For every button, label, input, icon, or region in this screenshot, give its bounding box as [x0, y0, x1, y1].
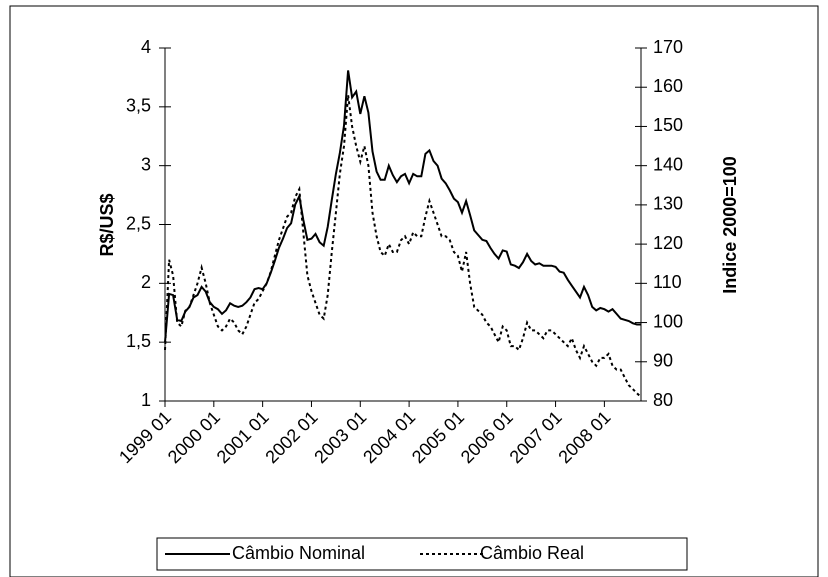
series-line [164, 94, 642, 398]
y2-tick-label: 140 [653, 154, 683, 174]
y2-tick-label: 120 [653, 233, 683, 253]
x-tick-label: 2003 01 [310, 407, 370, 467]
x-tick-label: 2006 01 [457, 407, 517, 467]
y-axis-label: R$/US$ [97, 193, 117, 256]
y-tick-label: 3,5 [126, 96, 151, 116]
x-tick-label: 2004 01 [359, 407, 419, 467]
y2-axis-label: Indice 2000=100 [720, 156, 740, 294]
y2-tick-label: 80 [653, 390, 673, 410]
y-tick-label: 2 [141, 272, 151, 292]
legend-label: Câmbio Real [480, 543, 584, 563]
y-tick-label: 1,5 [126, 331, 151, 351]
series-line [164, 70, 641, 343]
y2-tick-label: 160 [653, 76, 683, 96]
x-tick-label: 2007 01 [506, 407, 566, 467]
y-tick-label: 2,5 [126, 213, 151, 233]
x-tick-label: 2008 01 [554, 407, 614, 467]
x-tick-label: 2000 01 [164, 407, 224, 467]
x-tick-label: 2005 01 [408, 407, 468, 467]
y-tick-label: 1 [141, 390, 151, 410]
x-tick-label: 2001 01 [213, 407, 273, 467]
y-tick-label: 4 [141, 37, 151, 57]
x-tick-label: 2002 01 [261, 407, 321, 467]
y2-tick-label: 170 [653, 37, 683, 57]
y-tick-label: 3 [141, 154, 151, 174]
y2-tick-label: 150 [653, 115, 683, 135]
chart-frame [9, 5, 819, 577]
y2-tick-label: 130 [653, 194, 683, 214]
y2-tick-label: 110 [653, 272, 682, 292]
y2-tick-label: 90 [653, 351, 673, 371]
legend-label: Câmbio Nominal [232, 543, 365, 563]
x-tick-label: 1999 01 [115, 407, 175, 467]
y2-tick-label: 100 [653, 311, 683, 331]
